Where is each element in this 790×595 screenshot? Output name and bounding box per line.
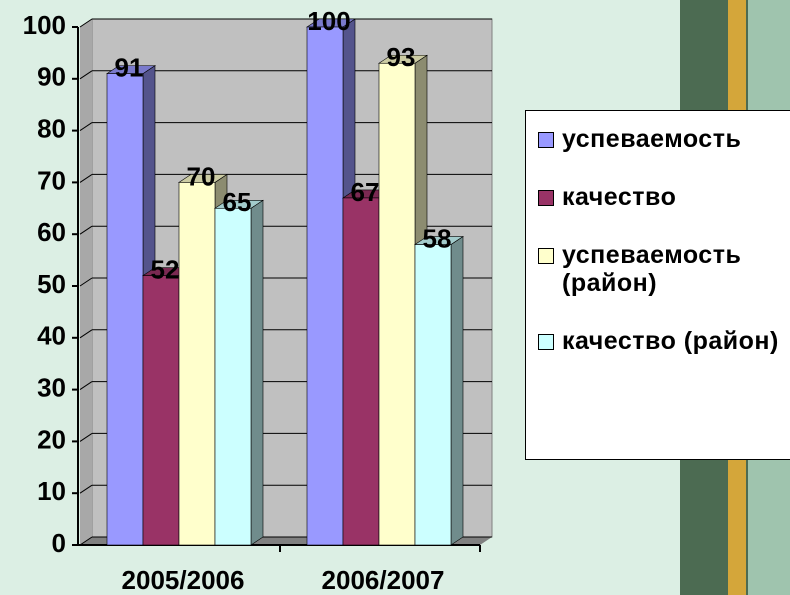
legend-swatch — [538, 190, 554, 206]
legend: успеваемость качество успеваемость (район)… — [525, 110, 790, 460]
y-tick-label: 80 — [37, 113, 66, 143]
y-tick-label: 20 — [37, 424, 66, 454]
y-tick-label: 30 — [37, 372, 66, 402]
y-tick-label: 10 — [37, 476, 66, 506]
grid-line — [79, 432, 93, 442]
bar-front — [306, 26, 344, 546]
legend-entry: качество (район) — [538, 327, 790, 355]
bar-side — [450, 235, 464, 546]
grid-line — [79, 122, 93, 132]
bar — [414, 235, 464, 546]
legend-swatch — [538, 248, 554, 264]
bar-front — [178, 182, 216, 546]
grid-line — [79, 536, 93, 546]
bar-front — [378, 62, 416, 546]
value-label: 67 — [351, 177, 380, 207]
x-tick-label: 2006/2007 — [322, 565, 445, 595]
grid-line — [79, 329, 93, 339]
grid-line — [79, 484, 93, 494]
bar-front — [214, 208, 252, 546]
legend-label: успеваемость — [562, 125, 742, 153]
legend-label: качество (район) — [562, 327, 779, 355]
bar-front — [414, 244, 452, 546]
legend-label: успеваемость (район) — [562, 241, 742, 297]
grid-line — [79, 381, 93, 391]
legend-entry: качество — [538, 183, 790, 211]
grid-line — [79, 18, 93, 28]
y-tick-label: 90 — [37, 62, 66, 92]
y-tick-label: 70 — [37, 165, 66, 195]
bar-front — [342, 197, 380, 546]
grid-line — [79, 225, 93, 235]
bar — [214, 199, 264, 546]
value-label: 52 — [151, 255, 180, 285]
legend-label: качество — [562, 183, 677, 211]
y-tick-label: 50 — [37, 269, 66, 299]
legend-entry: успеваемость (район) — [538, 241, 790, 297]
y-tick-label: 40 — [37, 321, 66, 351]
value-label: 93 — [387, 42, 416, 72]
legend-swatch — [538, 334, 554, 350]
legend-swatch — [538, 132, 554, 148]
legend-entry: успеваемость — [538, 125, 790, 153]
x-tick-label: 2005/2006 — [122, 565, 245, 595]
y-tick-label: 100 — [23, 10, 66, 40]
bar-front — [106, 73, 144, 546]
value-label: 58 — [423, 223, 452, 253]
y-tick-label: 60 — [37, 217, 66, 247]
value-label: 65 — [223, 187, 252, 217]
bar-front — [142, 275, 180, 546]
y-tick-label: 0 — [52, 528, 66, 558]
value-label: 91 — [115, 52, 144, 82]
value-label: 70 — [187, 161, 216, 191]
grid-line — [79, 277, 93, 287]
bar-side — [250, 199, 264, 546]
value-label: 100 — [307, 6, 350, 36]
grid-line — [79, 173, 93, 183]
grid-line — [79, 70, 93, 80]
